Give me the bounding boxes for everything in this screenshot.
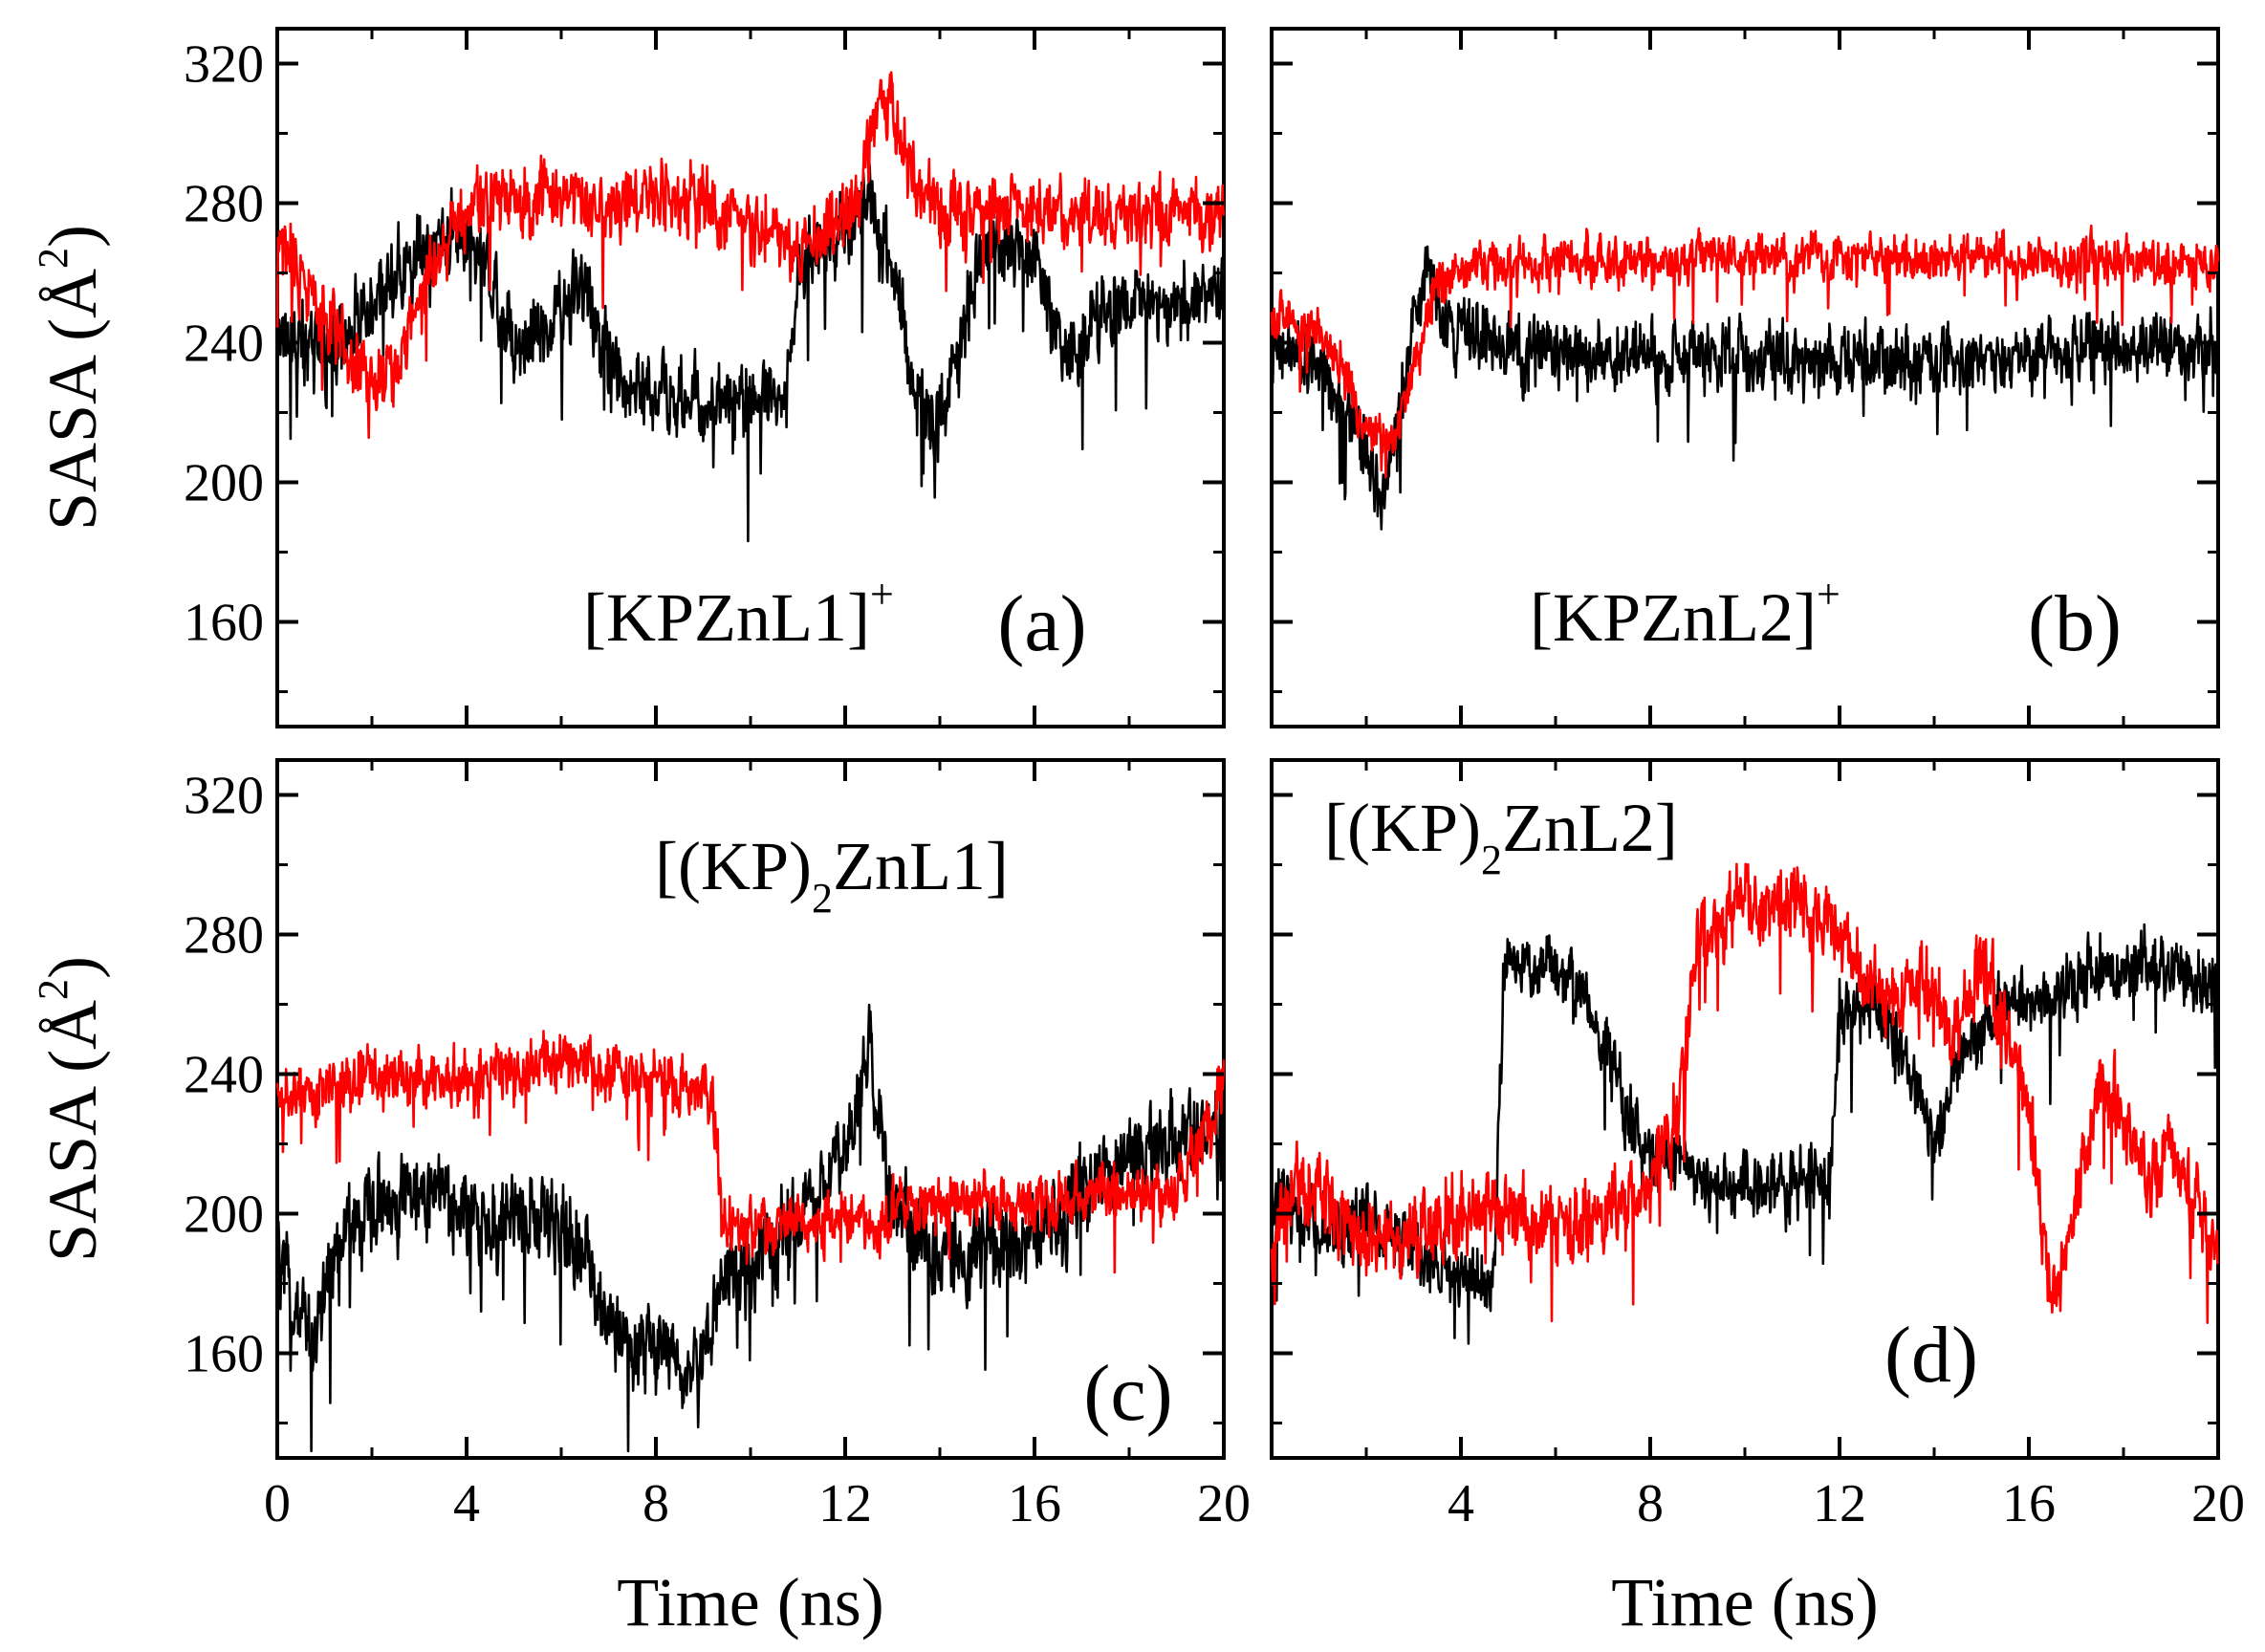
y-tick-label: 280 — [184, 906, 264, 966]
y-tick-label: 320 — [184, 35, 264, 95]
panel-c: 160 200 240 280 320 0 4 8 12 16 20 [(KP)2ZnL1] (c… — [184, 758, 1251, 1533]
x-tick-label: 8 — [642, 1474, 669, 1533]
y-tick-label: 240 — [184, 315, 264, 374]
panel-a-y-ticks: 160 200 240 280 320 — [184, 35, 1224, 693]
x-axis-title-left: Time (ns) — [617, 1564, 883, 1641]
panel-c-compound-label: [(KP)2ZnL1] — [655, 828, 1009, 922]
x-tick-label: 4 — [1448, 1474, 1474, 1533]
panel-a-series-red — [275, 71, 1226, 440]
panel-b-label: (b) — [2028, 579, 2122, 668]
y-tick-label: 160 — [184, 1325, 264, 1384]
y-tick-label: 200 — [184, 454, 264, 513]
panel-b-y-ticks — [1272, 61, 2218, 693]
panel-c-series — [275, 1003, 1226, 1452]
panel-d-series-black — [1270, 923, 2220, 1345]
x-tick-label: 0 — [264, 1474, 291, 1533]
panel-d-x-ticks: 4 8 12 16 20 — [1270, 760, 2245, 1533]
x-tick-label: 16 — [1008, 1474, 1061, 1533]
panel-d-y-ticks — [1272, 793, 2218, 1424]
panel-a: 160 200 240 280 320 [KPZnL1]+ (a) — [184, 27, 1226, 728]
y-tick-label: 160 — [184, 594, 264, 653]
x-tick-label: 16 — [2002, 1474, 2056, 1533]
panel-c-series-red — [275, 1030, 1226, 1274]
y-tick-label: 280 — [184, 175, 264, 234]
panel-b-series — [1270, 224, 2220, 531]
panel-d-label: (d) — [1884, 1311, 1978, 1400]
x-axis-title-right: Time (ns) — [1611, 1564, 1878, 1641]
panel-c-label: (c) — [1083, 1349, 1172, 1438]
panel-d-series-red — [1270, 862, 2220, 1324]
panel-a-x-ticks — [275, 29, 1226, 727]
x-tick-label: 4 — [453, 1474, 480, 1533]
panel-b-x-ticks — [1270, 29, 2220, 727]
panel-b-compound-label: [KPZnL2]+ — [1530, 571, 1840, 656]
panel-d-series — [1270, 862, 2220, 1345]
x-tick-label: 12 — [1813, 1474, 1866, 1533]
y-axis-title-bottom: SASA (Å2) — [30, 956, 111, 1262]
y-tick-label: 240 — [184, 1046, 264, 1105]
panel-a-compound-label: [KPZnL1]+ — [583, 571, 894, 656]
x-tick-label: 12 — [818, 1474, 872, 1533]
panel-b: [KPZnL2]+ (b) — [1270, 27, 2220, 728]
y-tick-label: 200 — [184, 1185, 264, 1245]
panel-a-series — [275, 71, 1226, 543]
panel-c-series-black — [275, 1003, 1226, 1452]
y-axis-title-top: SASA (Å2) — [30, 225, 111, 531]
panel-c-y-ticks: 160 200 240 280 320 — [184, 767, 1224, 1424]
panel-d: 4 8 12 16 20 [(KP)2ZnL2] (d) — [1270, 758, 2245, 1533]
panel-a-label: (a) — [997, 579, 1086, 668]
panel-d-compound-label: [(KP)2ZnL2] — [1324, 790, 1678, 883]
panel-c-x-ticks: 0 4 8 12 16 20 — [264, 760, 1251, 1533]
panel-b-series-black — [1270, 245, 2220, 531]
panel-b-series-red — [1270, 224, 2220, 479]
x-tick-label: 20 — [2191, 1474, 2245, 1533]
y-tick-label: 320 — [184, 767, 264, 826]
x-tick-label: 20 — [1197, 1474, 1251, 1533]
x-tick-label: 8 — [1637, 1474, 1664, 1533]
